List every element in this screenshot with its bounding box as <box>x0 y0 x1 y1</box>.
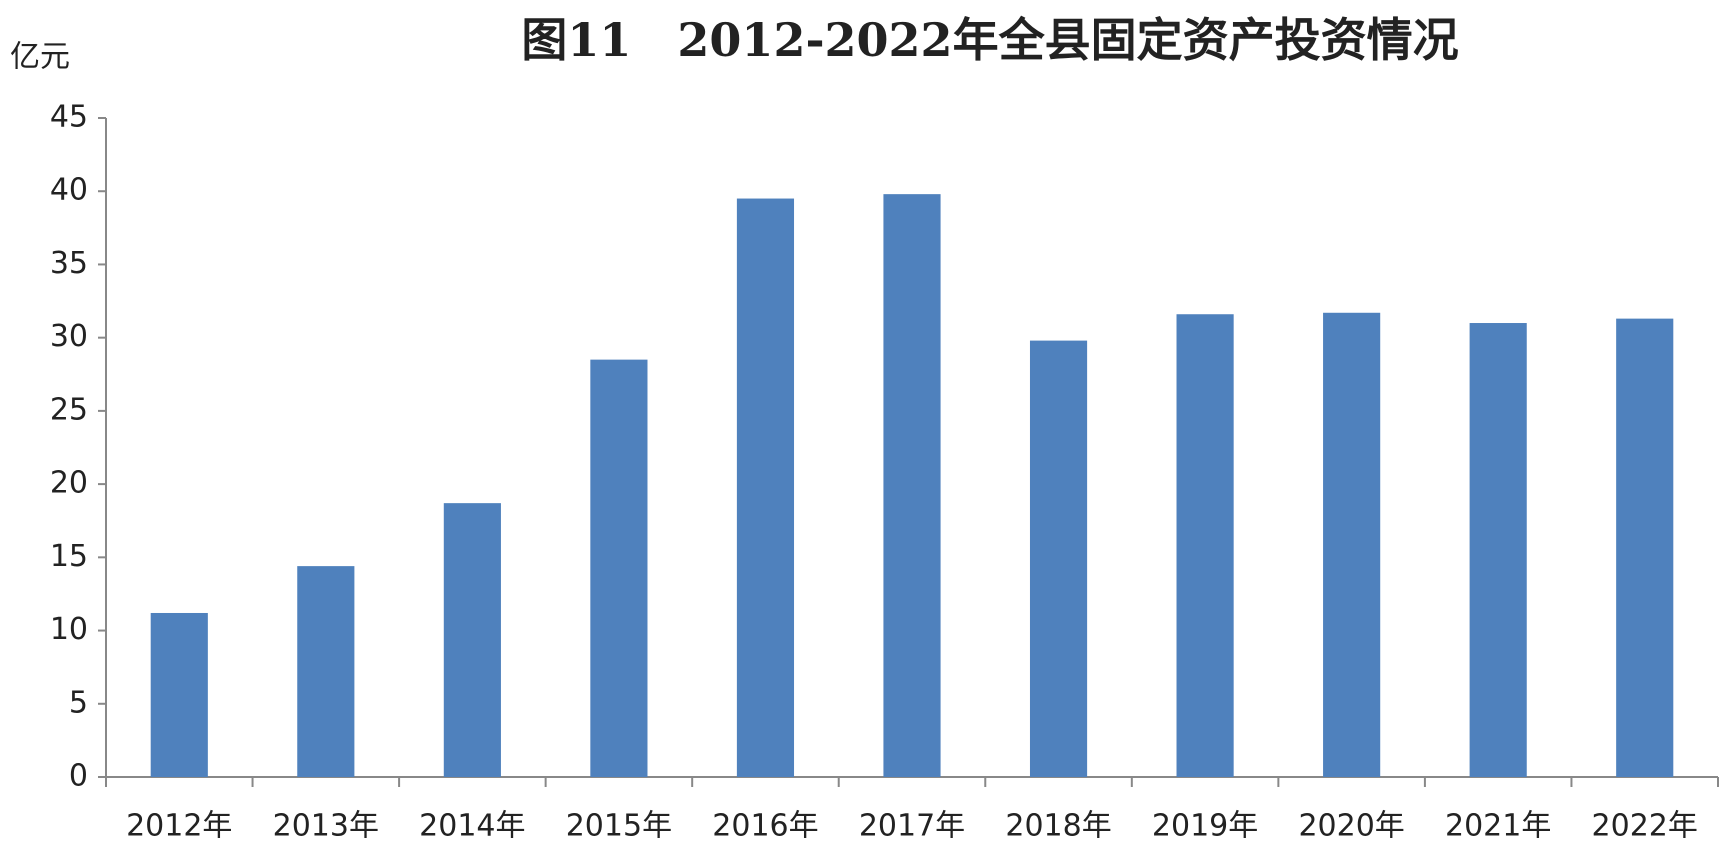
chart-title: 图11 2012-2022年全县固定资产投资情况 <box>521 13 1458 67</box>
bar <box>1176 314 1234 777</box>
x-tick-label: 2012年 <box>126 809 232 844</box>
x-tick-label: 2019年 <box>1152 809 1258 844</box>
y-tick-label: 35 <box>50 246 88 281</box>
bar <box>883 194 941 777</box>
y-axis-label: 亿元 <box>10 40 70 75</box>
y-tick-label: 20 <box>50 466 88 501</box>
x-tick-label: 2016年 <box>712 809 818 844</box>
bar <box>150 612 208 777</box>
x-tick-label: 2020年 <box>1298 809 1404 844</box>
bar <box>1469 323 1527 777</box>
y-tick-label: 0 <box>69 759 88 794</box>
y-tick-label: 30 <box>50 319 88 354</box>
bar <box>736 198 795 778</box>
bar <box>1029 340 1088 777</box>
y-tick-label: 45 <box>50 100 88 135</box>
y-tick-label: 5 <box>69 685 88 720</box>
x-tick-label: 2015年 <box>566 809 672 844</box>
bar <box>590 359 648 777</box>
x-tick-label: 2017年 <box>859 809 965 844</box>
x-tick-label: 2018年 <box>1005 809 1111 844</box>
x-tick-label: 2014年 <box>419 809 525 844</box>
y-tick-label: 25 <box>50 392 88 427</box>
x-tick-label: 2021年 <box>1445 809 1551 844</box>
y-tick-label: 10 <box>50 612 88 647</box>
y-tick-label: 15 <box>50 539 88 574</box>
x-tick-label: 2013年 <box>273 809 379 844</box>
bar <box>1323 312 1381 777</box>
y-tick-label: 40 <box>50 173 88 208</box>
x-tick-label: 2022年 <box>1592 809 1698 844</box>
bar <box>443 503 501 777</box>
bar <box>297 566 355 777</box>
bar <box>1616 318 1674 777</box>
